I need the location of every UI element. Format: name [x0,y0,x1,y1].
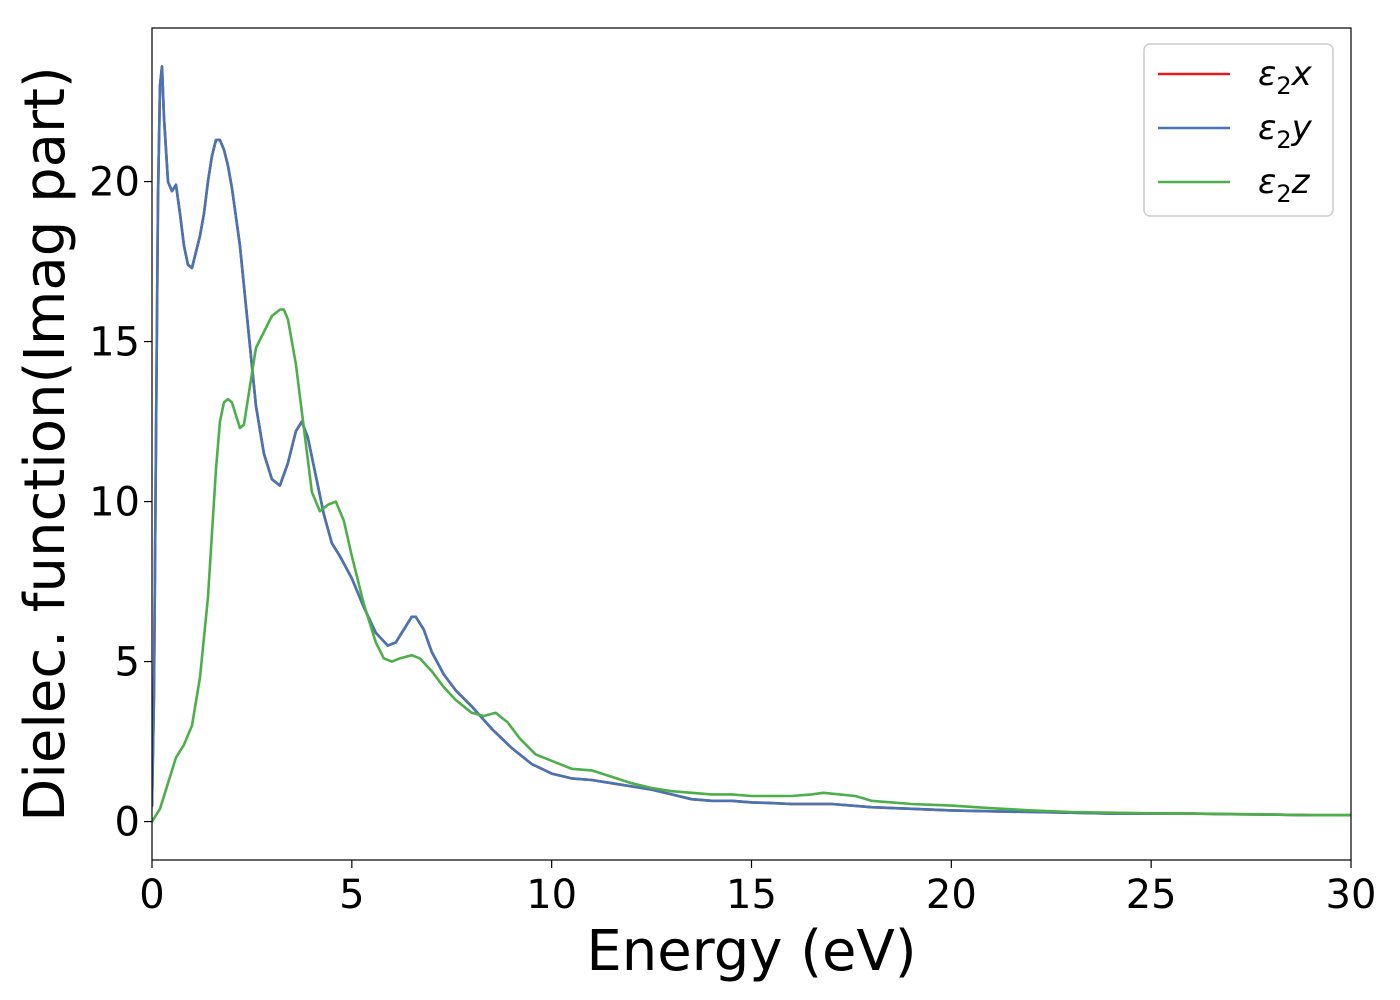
y-axis-title: Dielec. function(Imag part) [13,66,78,822]
ticks-layer: 0 5 10 15 20 25 30 0 5 10 15 20 [89,160,1376,918]
x-tick-label: 5 [339,872,364,918]
x-tick-label: 30 [1326,872,1377,918]
y-tick-label: 5 [115,640,140,686]
legend: ε2x ε2y ε2z [1143,43,1334,217]
legend-label-x: ε2x [1258,54,1313,100]
series-line-y [152,65,1351,817]
series-layer [152,65,1351,823]
y-tick-label: 0 [115,800,140,846]
y-tick-label: 15 [89,320,140,366]
legend-label-z: ε2z [1258,162,1311,208]
legend-label-y: ε2y [1258,108,1313,154]
x-tick-label: 25 [1126,872,1177,918]
x-tick-label: 0 [139,872,164,918]
x-tick-label: 10 [526,872,577,918]
legend-box [1143,43,1334,217]
x-tick-label: 20 [926,872,977,918]
x-axis-title: Energy (eV) [586,919,916,984]
x-tick-label: 15 [726,872,777,918]
y-tick-label: 20 [89,160,140,206]
series-line-z [152,308,1351,823]
y-tick-label: 10 [89,480,140,526]
